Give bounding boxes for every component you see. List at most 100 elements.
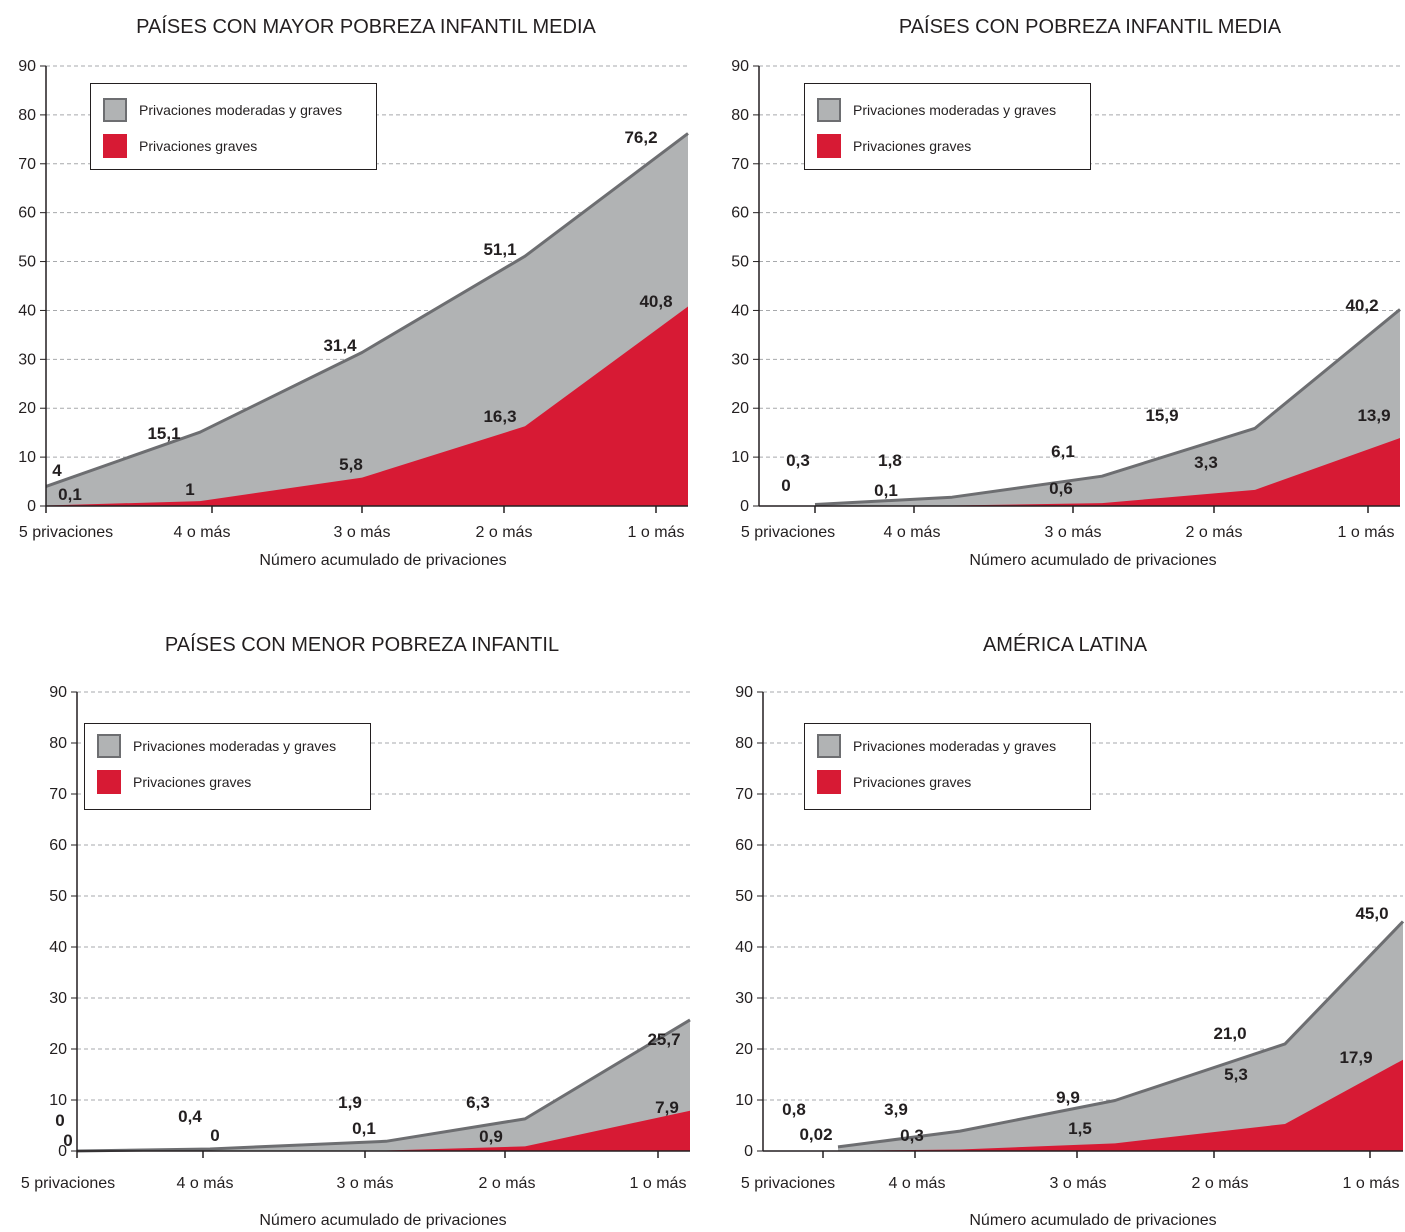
data-label-graves: 0,9 [479, 1127, 503, 1146]
data-label-graves: 0,1 [874, 481, 898, 500]
data-label-graves: 0 [781, 476, 790, 495]
area-graves [77, 1110, 690, 1151]
legend-item-moderadas: Privaciones moderadas y graves [817, 734, 1056, 758]
data-label-moderadas: 4 [52, 461, 62, 480]
y-tick-label: 50 [49, 888, 67, 905]
y-tick-label: 90 [49, 684, 67, 701]
data-label-moderadas: 76,2 [624, 128, 657, 147]
chart-legend: Privaciones moderadas y graves Privacion… [90, 83, 377, 170]
area-graves [815, 438, 1400, 506]
legend-item-moderadas: Privaciones moderadas y graves [97, 734, 336, 758]
y-tick-label: 20 [49, 1041, 67, 1058]
data-label-graves: 3,3 [1194, 453, 1218, 472]
data-label-graves: 0,3 [900, 1126, 924, 1145]
x-tick-label: 5 privaciones [741, 524, 835, 541]
y-tick-label: 40 [731, 302, 749, 319]
line-moderadas-graves [45, 132, 689, 488]
data-label-graves: 1,5 [1068, 1119, 1092, 1138]
y-tick-label: 30 [49, 990, 67, 1007]
x-tick-label: 3 o más [1045, 524, 1102, 541]
x-tick-label: 3 o más [334, 524, 391, 541]
x-tick-label: 2 o más [479, 1175, 536, 1192]
data-label-moderadas: 51,1 [483, 240, 516, 259]
area-graves [46, 306, 688, 506]
y-tick-label: 0 [744, 1143, 753, 1160]
legend-swatch-gray [817, 734, 841, 758]
x-axis-title: Número acumulado de privaciones [969, 1212, 1217, 1229]
legend-swatch-red [817, 770, 841, 794]
x-axis-title: Número acumulado de privaciones [259, 552, 507, 569]
area-graves [838, 1059, 1403, 1151]
y-tick-label: 10 [18, 449, 36, 466]
chart-title: PAÍSES CON MENOR POBREZA INFANTIL [164, 634, 560, 656]
y-tick-label: 60 [735, 837, 753, 854]
area-moderadas-graves [46, 133, 688, 506]
x-axis-title: Número acumulado de privaciones [969, 552, 1217, 569]
chart-legend: Privaciones moderadas y graves Privacion… [84, 723, 371, 810]
data-label-graves: 40,8 [639, 292, 672, 311]
y-tick-label: 60 [49, 837, 67, 854]
y-tick-label: 10 [735, 1092, 753, 1109]
area-moderadas-graves [77, 1019, 690, 1151]
y-tick-label: 70 [735, 786, 753, 803]
data-label-moderadas: 0 [55, 1111, 64, 1130]
legend-item-moderadas: Privaciones moderadas y graves [817, 98, 1056, 122]
legend-label: Privaciones moderadas y graves [853, 738, 1057, 754]
chart-plot: 0 10 20 30 40 50 60 70 80 90 5 privaciones 4 o más 3… [18, 58, 689, 541]
x-tick-label: 4 o más [174, 524, 231, 541]
chart-plot: 0 10 20 30 40 50 60 70 80 90 5 privaciones 4 o más 3… [21, 684, 691, 1192]
legend-label: Privaciones graves [139, 138, 258, 154]
x-tick-label: 2 o más [1186, 524, 1243, 541]
x-tick-label: 5 privaciones [741, 1175, 835, 1192]
y-tick-label: 80 [735, 735, 753, 752]
y-tick-label: 0 [58, 1143, 67, 1160]
x-tick-label: 1 o más [1338, 524, 1395, 541]
y-tick-label: 30 [18, 351, 36, 368]
y-tick-label: 40 [18, 302, 36, 319]
chart-panel-menor-pobreza: PAÍSES CON MENOR POBREZA INFANTIL 0 10 20 3… [0, 600, 700, 1232]
x-axis-title: Número acumulado de privaciones [259, 1212, 507, 1229]
legend-label: Privaciones graves [853, 138, 972, 154]
data-label-moderadas: 0,4 [178, 1107, 202, 1126]
x-tick-label: 2 o más [1192, 1175, 1249, 1192]
data-label-graves: 5,3 [1224, 1065, 1248, 1084]
data-label-graves: 5,8 [339, 455, 363, 474]
data-label-moderadas: 15,9 [1145, 406, 1178, 425]
x-tick-label: 3 o más [337, 1175, 394, 1192]
legend-swatch-red [97, 770, 121, 794]
data-label-graves: 1 [185, 480, 194, 499]
data-label-moderadas: 15,1 [147, 424, 180, 443]
y-tick-label: 80 [18, 107, 36, 124]
data-label-moderadas: 0,8 [782, 1100, 806, 1119]
x-tick-label: 4 o más [889, 1175, 946, 1192]
legend-item-graves: Privaciones graves [817, 770, 971, 794]
x-tick-label: 5 privaciones [21, 1175, 115, 1192]
data-label-graves: 16,3 [483, 407, 516, 426]
data-label-moderadas: 45,0 [1355, 904, 1388, 923]
data-label-graves: 7,9 [655, 1098, 679, 1117]
y-tick-label: 20 [735, 1041, 753, 1058]
data-label-moderadas: 1,9 [338, 1093, 362, 1112]
line-moderadas-graves [837, 920, 1405, 1149]
legend-swatch-red [817, 134, 841, 158]
data-label-graves: 0 [63, 1131, 72, 1150]
legend-swatch-gray [97, 734, 121, 758]
chart-title: PAÍSES CON MAYOR POBREZA INFANTIL MEDIA [136, 16, 596, 38]
data-label-graves: 0,1 [352, 1119, 376, 1138]
y-tick-label: 60 [731, 205, 749, 222]
y-tick-label: 90 [731, 58, 749, 75]
chart-plot: 0 10 20 30 40 50 60 70 80 90 5 privaciones 4 o más 3… [731, 58, 1401, 541]
legend-swatch-red [103, 134, 127, 158]
area-moderadas-graves [815, 309, 1400, 506]
y-tick-label: 20 [18, 400, 36, 417]
legend-item-graves: Privaciones graves [817, 134, 971, 158]
legend-item-graves: Privaciones graves [103, 134, 257, 158]
y-tick-label: 0 [740, 498, 749, 515]
legend-label: Privaciones moderadas y graves [139, 102, 343, 118]
data-label-moderadas: 40,2 [1345, 296, 1378, 315]
chart-legend: Privaciones moderadas y graves Privacion… [804, 723, 1091, 810]
data-label-moderadas: 6,1 [1051, 442, 1075, 461]
y-tick-label: 70 [49, 786, 67, 803]
y-tick-label: 50 [731, 254, 749, 271]
x-tick-label: 1 o más [630, 1175, 687, 1192]
